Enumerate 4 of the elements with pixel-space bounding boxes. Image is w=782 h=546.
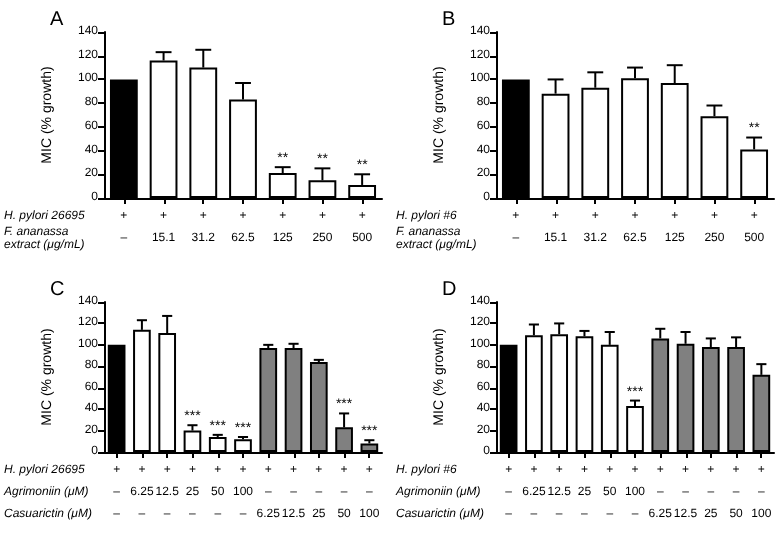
chart-title: B [442,9,456,31]
chart-title: D [442,279,457,301]
chart-title: A [50,9,64,31]
chart-title: C [50,279,65,301]
